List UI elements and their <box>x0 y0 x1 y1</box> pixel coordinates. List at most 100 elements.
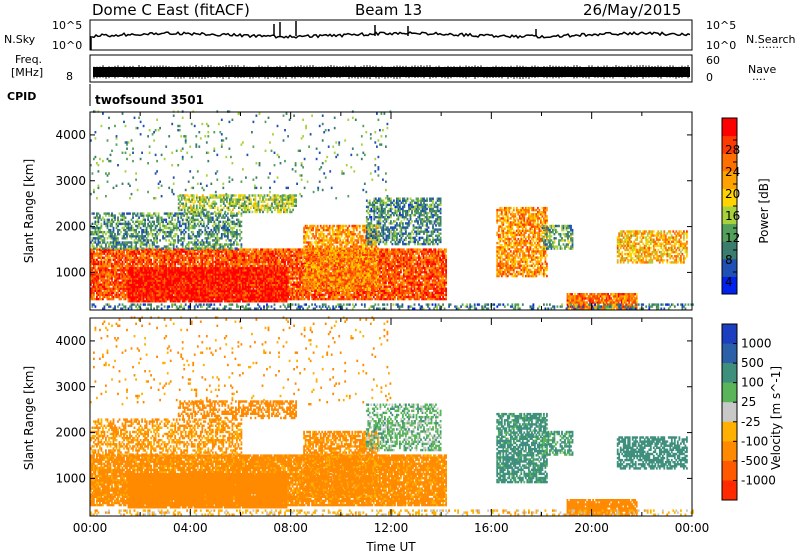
heatmap-cell <box>108 281 110 284</box>
heatmap-cell <box>246 264 249 268</box>
heatmap-cell <box>99 275 101 278</box>
heatmap-cell <box>356 291 359 295</box>
heatmap-cell <box>245 254 247 257</box>
heatmap-cell <box>255 260 258 264</box>
heatmap-cell <box>121 262 124 266</box>
heatmap-cell <box>169 287 172 290</box>
nsearch-dots: ······· <box>758 41 782 54</box>
heatmap-cell <box>94 281 97 284</box>
heatmap-cell <box>93 256 95 259</box>
heatmap-cell <box>236 252 238 255</box>
heatmap-cell <box>127 250 130 253</box>
heatmap-cell <box>114 277 116 280</box>
heatmap-cell <box>91 297 94 301</box>
heatmap-cell <box>291 289 294 292</box>
heatmap-cell <box>105 262 107 266</box>
heatmap-cell <box>174 262 177 266</box>
heatmap-cell <box>109 297 112 301</box>
heatmap-cell <box>145 258 148 262</box>
heatmap-cell <box>227 258 229 262</box>
heatmap-cell <box>338 262 341 266</box>
heatmap-cell <box>102 262 104 266</box>
heatmap-cell <box>324 293 327 297</box>
heatmap-cell <box>120 264 122 268</box>
heatmap-cell <box>94 289 97 292</box>
heatmap-cell <box>100 258 103 262</box>
heatmap-cell <box>204 262 207 266</box>
heatmap-cell <box>114 295 116 299</box>
heatmap-cell <box>106 293 109 297</box>
heatmap-cell <box>126 291 128 295</box>
heatmap-cell <box>297 271 300 274</box>
heatmap-cell <box>112 254 115 257</box>
heatmap-cell <box>356 295 359 299</box>
heatmap-cell <box>357 295 360 299</box>
heatmap-cell <box>236 256 238 259</box>
heatmap-cell <box>282 250 285 253</box>
heatmap-cell <box>294 277 297 280</box>
heatmap-cell <box>115 295 118 299</box>
heatmap-cell <box>193 254 196 257</box>
heatmap-cell <box>195 258 198 262</box>
heatmap-cell <box>214 250 217 253</box>
heatmap-cell <box>144 258 146 262</box>
heatmap-cell <box>115 287 118 290</box>
heatmap-cell <box>291 283 294 286</box>
heatmap-cell <box>233 254 235 257</box>
heatmap-cell <box>168 260 171 264</box>
heatmap-cell <box>97 291 100 295</box>
heatmap-cell <box>285 254 288 257</box>
heatmap-cell <box>114 273 116 276</box>
heatmap-cell <box>341 291 344 295</box>
heatmap-cell <box>103 258 106 262</box>
heatmap-cell <box>353 250 356 253</box>
heatmap-cell <box>296 289 298 292</box>
heatmap-cell <box>115 273 118 276</box>
heatmap-cell <box>126 260 128 264</box>
heatmap-cell <box>369 285 372 288</box>
heatmap-cell <box>108 252 110 255</box>
heatmap-cell <box>96 281 98 284</box>
heatmap-cell <box>282 254 285 257</box>
heatmap-cell <box>153 256 155 259</box>
heatmap-cell <box>293 297 295 301</box>
heatmap-cell <box>404 258 407 262</box>
heatmap-cell <box>208 250 211 253</box>
heatmap-cell <box>287 291 289 295</box>
heatmap-cell <box>141 264 143 268</box>
heatmap-cell <box>123 295 125 299</box>
heatmap-cell <box>308 258 310 262</box>
heatmap-cell <box>342 293 345 297</box>
heatmap-cell <box>302 293 304 297</box>
heatmap-cell <box>99 277 101 280</box>
heatmap-cell <box>178 258 181 262</box>
heatmap-cell <box>269 250 271 253</box>
heatmap-cell <box>281 256 283 259</box>
heatmap-cell <box>180 252 183 255</box>
heatmap-cell <box>156 262 158 266</box>
heatmap-cell <box>102 256 104 259</box>
heatmap-cell <box>290 291 292 295</box>
heatmap-cell <box>348 291 351 295</box>
heatmap-cell <box>329 291 332 295</box>
heatmap-cell <box>180 297 183 301</box>
heatmap-cell <box>252 258 255 262</box>
heatmap-cell <box>314 273 316 276</box>
heatmap-cell <box>186 260 189 264</box>
heatmap-cell <box>178 252 181 255</box>
heatmap-cell <box>296 297 298 301</box>
heatmap-cell <box>124 279 127 282</box>
heatmap-cell <box>347 297 350 301</box>
heatmap-cell <box>362 279 365 282</box>
heatmap-cell <box>245 269 247 272</box>
heatmap-cell <box>159 289 161 292</box>
heatmap-cell <box>159 252 161 255</box>
heatmap-cell <box>159 250 161 253</box>
heatmap-cell <box>242 264 244 268</box>
heatmap-cell <box>288 279 291 282</box>
heatmap-cell <box>115 266 118 270</box>
heatmap-cell <box>183 264 186 268</box>
heatmap-cell <box>317 297 320 301</box>
heatmap-cell <box>114 289 116 292</box>
heatmap-cell <box>123 279 125 282</box>
